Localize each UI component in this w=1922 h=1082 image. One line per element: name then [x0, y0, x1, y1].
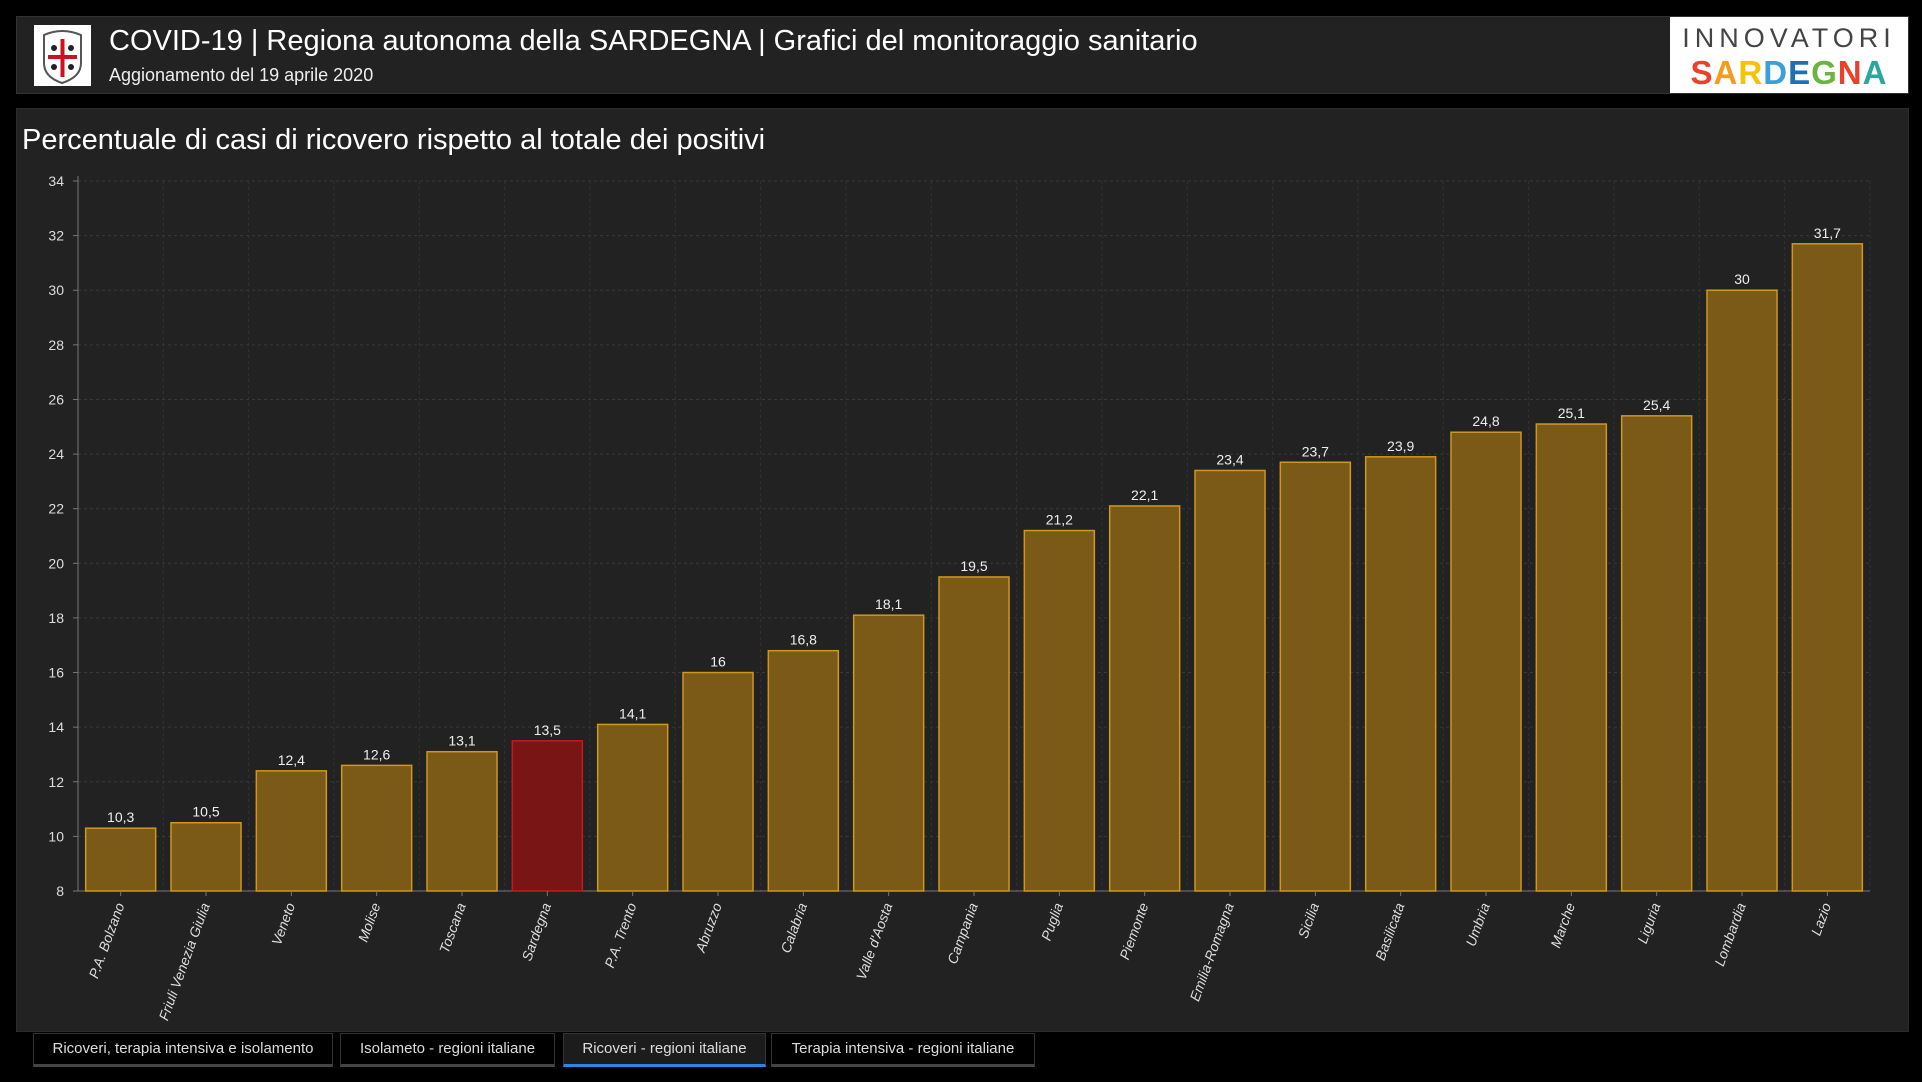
y-tick-label: 24 [48, 446, 64, 462]
x-tick-label: P.A. Trento [601, 900, 639, 970]
data-label: 10,5 [192, 804, 219, 820]
data-label: 13,1 [448, 733, 475, 749]
data-label: 18,1 [875, 596, 902, 612]
x-tick-label: Molise [355, 900, 384, 944]
bar-molise [340, 764, 413, 892]
y-tick-label: 30 [48, 282, 64, 298]
x-tick-label: Basilicata [1372, 900, 1408, 962]
data-label: 19,5 [960, 558, 987, 574]
bar-friuli-venezia-giulia [170, 821, 242, 892]
x-tick-label: Sicilia [1295, 900, 1323, 940]
update-date: Aggionamento del 19 aprile 2020 [109, 65, 374, 85]
y-tick-label: 10 [48, 828, 64, 844]
chart-title: Percentuale di casi di ricovero rispetto… [22, 124, 766, 156]
bar-calabria [767, 649, 840, 892]
logo-line1: INNOVATORI [1682, 23, 1896, 53]
x-tick-label: Liguria [1634, 900, 1663, 945]
y-tick-label: 22 [48, 501, 64, 517]
y-tick-label: 12 [48, 774, 64, 790]
innovatori-sardegna-logo: INNOVATORI SARDEGNA [1670, 17, 1908, 93]
data-label: 23,4 [1216, 451, 1243, 467]
y-tick-label: 20 [48, 555, 64, 571]
data-label: 23,9 [1387, 438, 1414, 454]
bar-sardegna [511, 740, 584, 892]
sardinia-crest-logo [34, 25, 91, 86]
data-label: 13,5 [534, 722, 561, 738]
y-tick-label: 16 [48, 665, 64, 681]
data-label: 12,4 [278, 752, 305, 768]
data-label: 21,2 [1046, 512, 1073, 528]
x-tick-label: Toscana [436, 900, 469, 955]
data-label: 23,7 [1302, 443, 1329, 459]
tab-ricoveri-regioni[interactable]: Ricoveri - regioni italiane [563, 1033, 766, 1067]
tab-isolamento-regioni[interactable]: Isolameto - regioni italiane [340, 1033, 555, 1067]
bar-marche [1535, 423, 1608, 892]
bar-p-a-trento [596, 723, 669, 892]
data-label: 31,7 [1814, 225, 1841, 241]
data-label: 10,3 [107, 809, 134, 825]
x-tick-label: Puglia [1038, 900, 1066, 942]
x-tick-label: Veneto [268, 900, 298, 947]
bar-sicilia [1279, 461, 1352, 892]
y-tick-label: 28 [48, 337, 64, 353]
data-label: 16 [710, 654, 726, 670]
x-tick-label: Friuli Venezia Giulia [155, 900, 213, 1022]
tab-terapia-intensiva-regioni[interactable]: Terapia intensiva - regioni italiane [771, 1033, 1035, 1067]
y-tick-label: 14 [48, 719, 64, 735]
y-tick-label: 34 [48, 173, 64, 189]
x-tick-label: Valle d'Aosta [853, 900, 896, 982]
x-tick-label: Marche [1547, 900, 1578, 950]
bar-abruzzo [682, 671, 754, 892]
x-tick-label: Piemonte [1116, 900, 1151, 961]
data-label: 16,8 [790, 632, 817, 648]
bar-toscana [426, 750, 498, 892]
y-tick-label: 18 [48, 610, 64, 626]
logo-line2: SARDEGNA [1690, 54, 1888, 91]
data-label: 12,6 [363, 746, 390, 762]
x-tick-label: Lazio [1808, 900, 1835, 937]
x-tick-label: Campania [944, 900, 981, 966]
bar-piemonte [1108, 505, 1181, 892]
data-label: 24,8 [1472, 413, 1499, 429]
bar-liguria [1620, 415, 1693, 892]
bar-umbria [1450, 431, 1522, 892]
x-tick-label: Abruzzo [692, 900, 725, 955]
data-label: 30 [1734, 271, 1750, 287]
x-tick-label: Lombardia [1711, 900, 1749, 968]
data-label: 25,4 [1643, 397, 1670, 413]
x-tick-label: P.A. Bolzano [85, 900, 127, 980]
y-tick-label: 32 [48, 228, 64, 244]
tab-ricoveri-terapia-isolamento[interactable]: Ricoveri, terapia intensiva e isolamento [33, 1033, 333, 1067]
x-tick-label: Sardegna [518, 900, 554, 963]
data-label: 22,1 [1131, 487, 1158, 503]
x-tick-label: Calabria [777, 900, 810, 955]
data-label: 25,1 [1558, 405, 1585, 421]
bar-veneto [255, 770, 328, 892]
bar-lazio [1791, 243, 1864, 892]
x-tick-label: Emilia-Romagna [1186, 900, 1237, 1003]
y-tick-label: 8 [56, 883, 64, 899]
bar-lombardia [1706, 289, 1778, 892]
bar-p-a-bolzano [84, 827, 157, 892]
data-label: 14,1 [619, 705, 646, 721]
bar-valle-d-aosta [852, 614, 925, 892]
bar-basilicata [1364, 456, 1437, 892]
y-tick-label: 26 [48, 391, 64, 407]
x-tick-label: Umbria [1462, 900, 1493, 948]
bar-emilia-romagna [1194, 469, 1266, 892]
bar-campania [938, 576, 1010, 892]
bar-puglia [1023, 529, 1096, 892]
header-bar: COVID-19 | Regiona autonoma della SARDEG… [16, 16, 1909, 94]
dashboard-title: COVID-19 | Regiona autonoma della SARDEG… [109, 25, 1198, 57]
